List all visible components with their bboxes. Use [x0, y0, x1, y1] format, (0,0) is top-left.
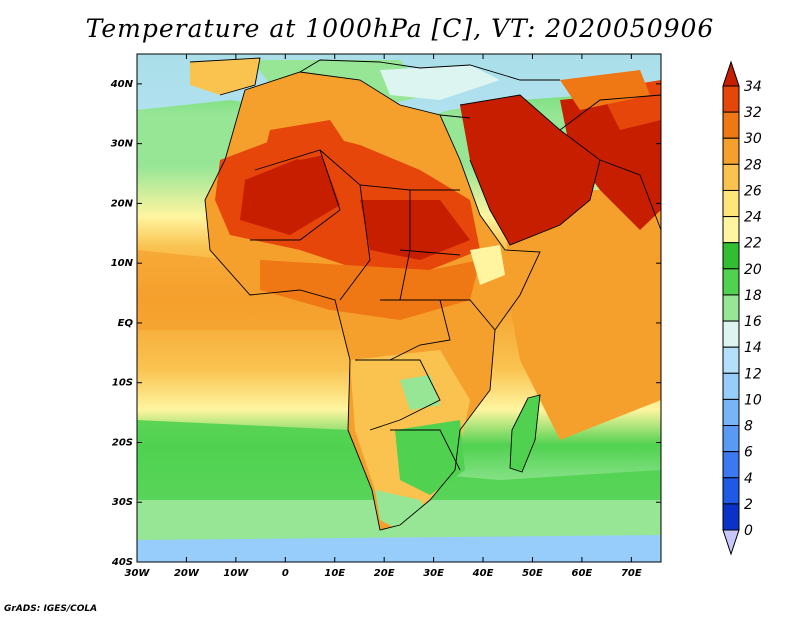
colorbar-label: 28	[744, 157, 762, 173]
lat-tick-label: 40N	[110, 79, 134, 90]
colorbar-box	[722, 163, 740, 191]
temperature-field	[137, 54, 661, 562]
colorbar-box	[722, 294, 740, 322]
colorbar-label: 2	[744, 497, 753, 513]
lon-tick-label: 50E	[522, 568, 543, 579]
lon-tick-label: 70E	[621, 568, 642, 579]
lat-tick-label: 40S	[111, 557, 133, 568]
colorbar-label: 26	[744, 183, 762, 199]
lon-tick-label: 10W	[223, 568, 249, 579]
colorbar-label: 34	[744, 79, 762, 95]
colorbar-label: 30	[744, 131, 762, 147]
lon-tick-label: 20W	[174, 568, 200, 579]
grads-credit: GrADS: IGES/COLA	[4, 604, 98, 614]
colorbar-box	[722, 268, 740, 296]
colorbar-label: 10	[744, 392, 762, 408]
colorbar-box	[722, 398, 740, 427]
latitude-axis: 40N 30N 20N 10N EQ 10S 20S 30S 40S	[110, 79, 661, 568]
colorbar-label: 6	[744, 445, 753, 461]
colorbar-box	[722, 137, 740, 165]
lon-tick-label: 0	[282, 568, 289, 579]
lon-tick-label: 40E	[472, 568, 494, 579]
lat-tick-label: 30S	[112, 497, 133, 508]
lat-tick-label: 10N	[111, 258, 134, 269]
colorbar-box	[722, 111, 740, 139]
lon-tick-label: 60E	[572, 568, 593, 579]
lat-tick-label: 30N	[111, 139, 134, 150]
colorbar-label: 8	[744, 419, 753, 435]
lat-tick-label: 10S	[112, 378, 133, 389]
colorbar-label: 14	[744, 340, 762, 356]
colorbar-box	[722, 242, 740, 270]
colorbar-label: 20	[744, 262, 762, 278]
colorbar-box	[722, 216, 740, 244]
lat-tick-label: 20S	[112, 437, 133, 448]
colorbar-label: 22	[744, 236, 762, 252]
colorbar-label: 4	[744, 471, 753, 487]
colorbar-label: 0	[744, 523, 753, 539]
colorbar-label: 12	[744, 366, 762, 382]
colorbar-label: 18	[744, 288, 762, 304]
colorbar-box	[722, 346, 740, 374]
lon-tick-label: 20E	[374, 568, 395, 579]
map-title: Temperature at 1000hPa [C], VT: 20200509…	[85, 14, 715, 43]
colorbar-low-arrow	[722, 529, 740, 556]
colorbar-box	[722, 425, 740, 453]
colorbar-label: 32	[744, 105, 762, 121]
colorbar-box	[722, 451, 740, 479]
map-frame	[136, 53, 662, 563]
colorbar-label: 16	[744, 314, 762, 330]
colorbar-box	[722, 85, 740, 113]
lon-tick-label: 30E	[423, 568, 444, 579]
lat-tick-label: EQ	[118, 318, 134, 329]
colorbar-label: 24	[744, 210, 762, 226]
colorbar-box	[722, 189, 740, 218]
colorbar-box	[722, 477, 740, 505]
longitude-axis: 30W 20W 10W 0 10E 20E 30E 40E 50E 60E 70E	[125, 54, 642, 579]
colorbar-box	[722, 372, 740, 400]
coastlines	[189, 57, 661, 531]
madagascar-land	[510, 395, 540, 472]
lon-tick-label: 30W	[125, 568, 151, 579]
arabia-land	[460, 95, 600, 245]
colorbar-high-arrow	[722, 60, 740, 87]
lat-tick-label: 20N	[111, 198, 134, 209]
lon-tick-label: 10E	[324, 568, 345, 579]
colorbar-box	[722, 503, 740, 531]
colorbar-box	[722, 320, 740, 348]
